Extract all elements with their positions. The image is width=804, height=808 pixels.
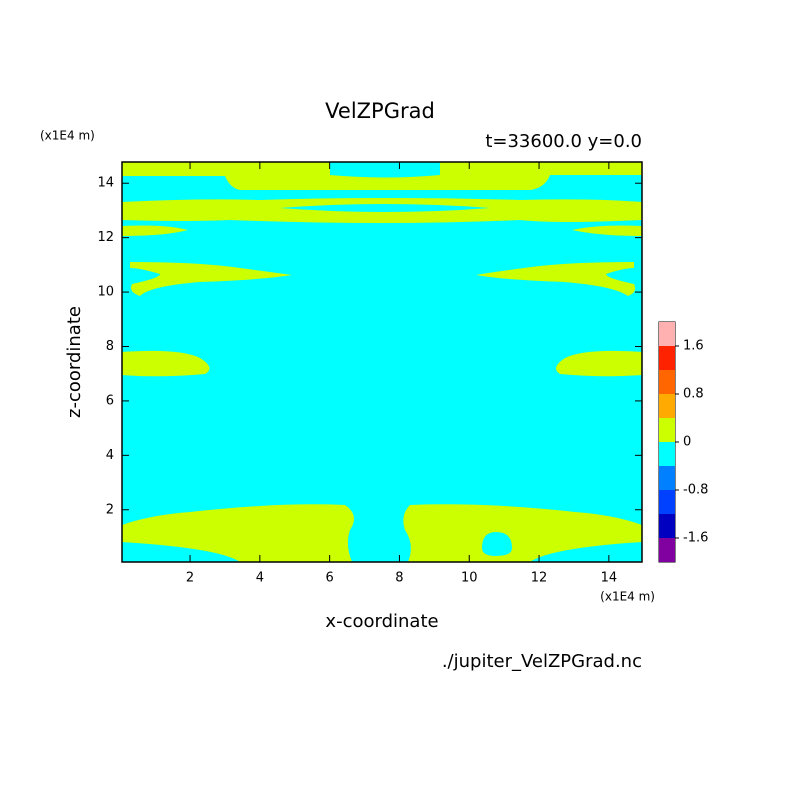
y-unit: (x1E4 m) <box>40 129 95 143</box>
x-tick-label: 8 <box>395 571 403 586</box>
x-tick-label: 12 <box>531 571 548 586</box>
y-tick-label: 6 <box>106 393 114 408</box>
colorbar-band <box>659 418 675 442</box>
colorbar-band <box>659 442 675 466</box>
plot-area <box>121 161 643 563</box>
x-tick-label: 2 <box>186 571 194 586</box>
x-axis-label: x-coordinate <box>325 611 438 632</box>
x-unit: (x1E4 m) <box>600 590 655 604</box>
contour-region <box>122 162 642 190</box>
colorbar-band <box>659 466 675 490</box>
x-tick-label: 14 <box>601 571 618 586</box>
x-tick-label: 6 <box>326 571 334 586</box>
colorbar-band <box>659 538 675 562</box>
colorbar-tick-label: -1.6 <box>683 531 708 546</box>
colorbar-tick-label: 0.8 <box>683 387 704 402</box>
contour-region <box>122 350 642 377</box>
y-tick-label: 8 <box>106 339 114 354</box>
colorbar-tick-label: -0.8 <box>683 483 708 498</box>
colorbar-band <box>659 514 675 538</box>
x-tick-label: 10 <box>461 571 478 586</box>
colorbar-tick-label: 1.6 <box>683 339 704 354</box>
y-tick-label: 12 <box>97 230 114 245</box>
subtitle: t=33600.0 y=0.0 <box>485 131 642 152</box>
contour-region <box>476 262 636 296</box>
colorbar-band <box>659 370 675 394</box>
colorbar-band <box>659 346 675 370</box>
y-tick-label: 14 <box>97 176 114 191</box>
colorbar-band <box>659 490 675 514</box>
contour-region <box>130 262 292 296</box>
colorbar-band <box>659 322 675 346</box>
y-axis-label: z-coordinate <box>64 306 85 418</box>
contour-region <box>122 162 642 562</box>
colorbar-tick-label: 0 <box>683 435 691 450</box>
x-tick-label: 4 <box>256 571 264 586</box>
contour-region <box>122 504 354 562</box>
y-tick-label: 4 <box>106 448 114 463</box>
plot-frame <box>121 161 643 563</box>
colorbar-band <box>659 394 675 418</box>
contour-region <box>122 198 642 223</box>
contour-regions <box>122 162 642 562</box>
chart-title: VelZPGrad <box>325 99 435 123</box>
y-tick-label: 10 <box>97 285 114 300</box>
source: ./jupiter_VelZPGrad.nc <box>442 651 642 672</box>
contour-region <box>403 504 642 562</box>
y-tick-label: 2 <box>106 502 114 517</box>
